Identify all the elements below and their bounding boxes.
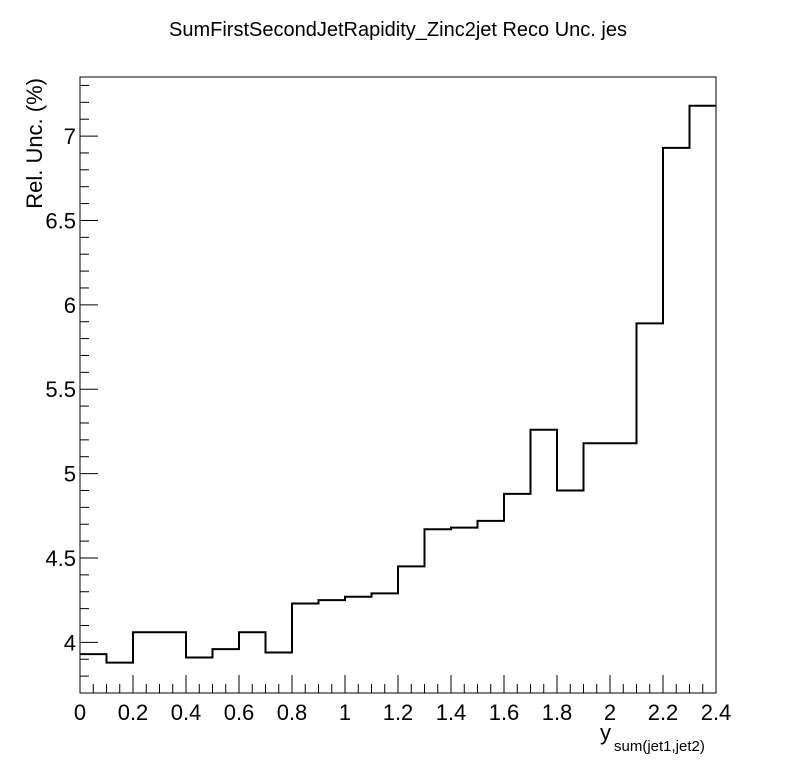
x-tick-label: 2.4 bbox=[701, 700, 732, 725]
x-tick-label: 0.2 bbox=[118, 700, 149, 725]
x-tick-label: 2.2 bbox=[648, 700, 679, 725]
x-tick-label: 2 bbox=[604, 700, 616, 725]
y-tick-label: 4 bbox=[64, 630, 76, 655]
y-tick-label: 4.5 bbox=[45, 546, 76, 571]
x-tick-label: 0 bbox=[74, 700, 86, 725]
x-tick-label: 1.8 bbox=[542, 700, 573, 725]
x-tick-label: 1 bbox=[339, 700, 351, 725]
y-axis-ticks bbox=[80, 84, 98, 694]
x-tick-label: 1.6 bbox=[489, 700, 520, 725]
x-tick-label: 0.6 bbox=[224, 700, 255, 725]
x-axis-ticks bbox=[79, 675, 717, 693]
y-axis-tick-labels: 4 4.5 5 5.5 6 6.5 7 bbox=[45, 124, 76, 655]
y-tick-label: 6 bbox=[64, 293, 76, 318]
y-tick-label: 7 bbox=[64, 124, 76, 149]
chart-title: SumFirstSecondJetRapidity_Zinc2jet Reco … bbox=[169, 19, 627, 41]
y-tick-label: 6.5 bbox=[45, 208, 76, 233]
y-tick-label: 5 bbox=[64, 462, 76, 487]
x-tick-label: 1.2 bbox=[383, 700, 414, 725]
y-tick-label: 5.5 bbox=[45, 377, 76, 402]
x-axis-label-main: y bbox=[600, 720, 611, 745]
x-tick-label: 1.4 bbox=[436, 700, 467, 725]
x-axis-label-subscript: sum(jet1,jet2) bbox=[614, 738, 705, 755]
histogram-series-line bbox=[80, 104, 716, 664]
x-tick-label: 0.8 bbox=[277, 700, 308, 725]
plot-frame bbox=[79, 76, 717, 694]
x-axis-tick-labels: 0 0.2 0.4 0.6 0.8 1 1.2 1.4 1.6 1.8 2 2.2 2.4 bbox=[74, 700, 731, 725]
y-axis-label: Rel. Unc. (%) bbox=[22, 78, 47, 209]
x-axis-label: y bbox=[600, 720, 611, 745]
x-tick-label: 0.4 bbox=[171, 700, 202, 725]
